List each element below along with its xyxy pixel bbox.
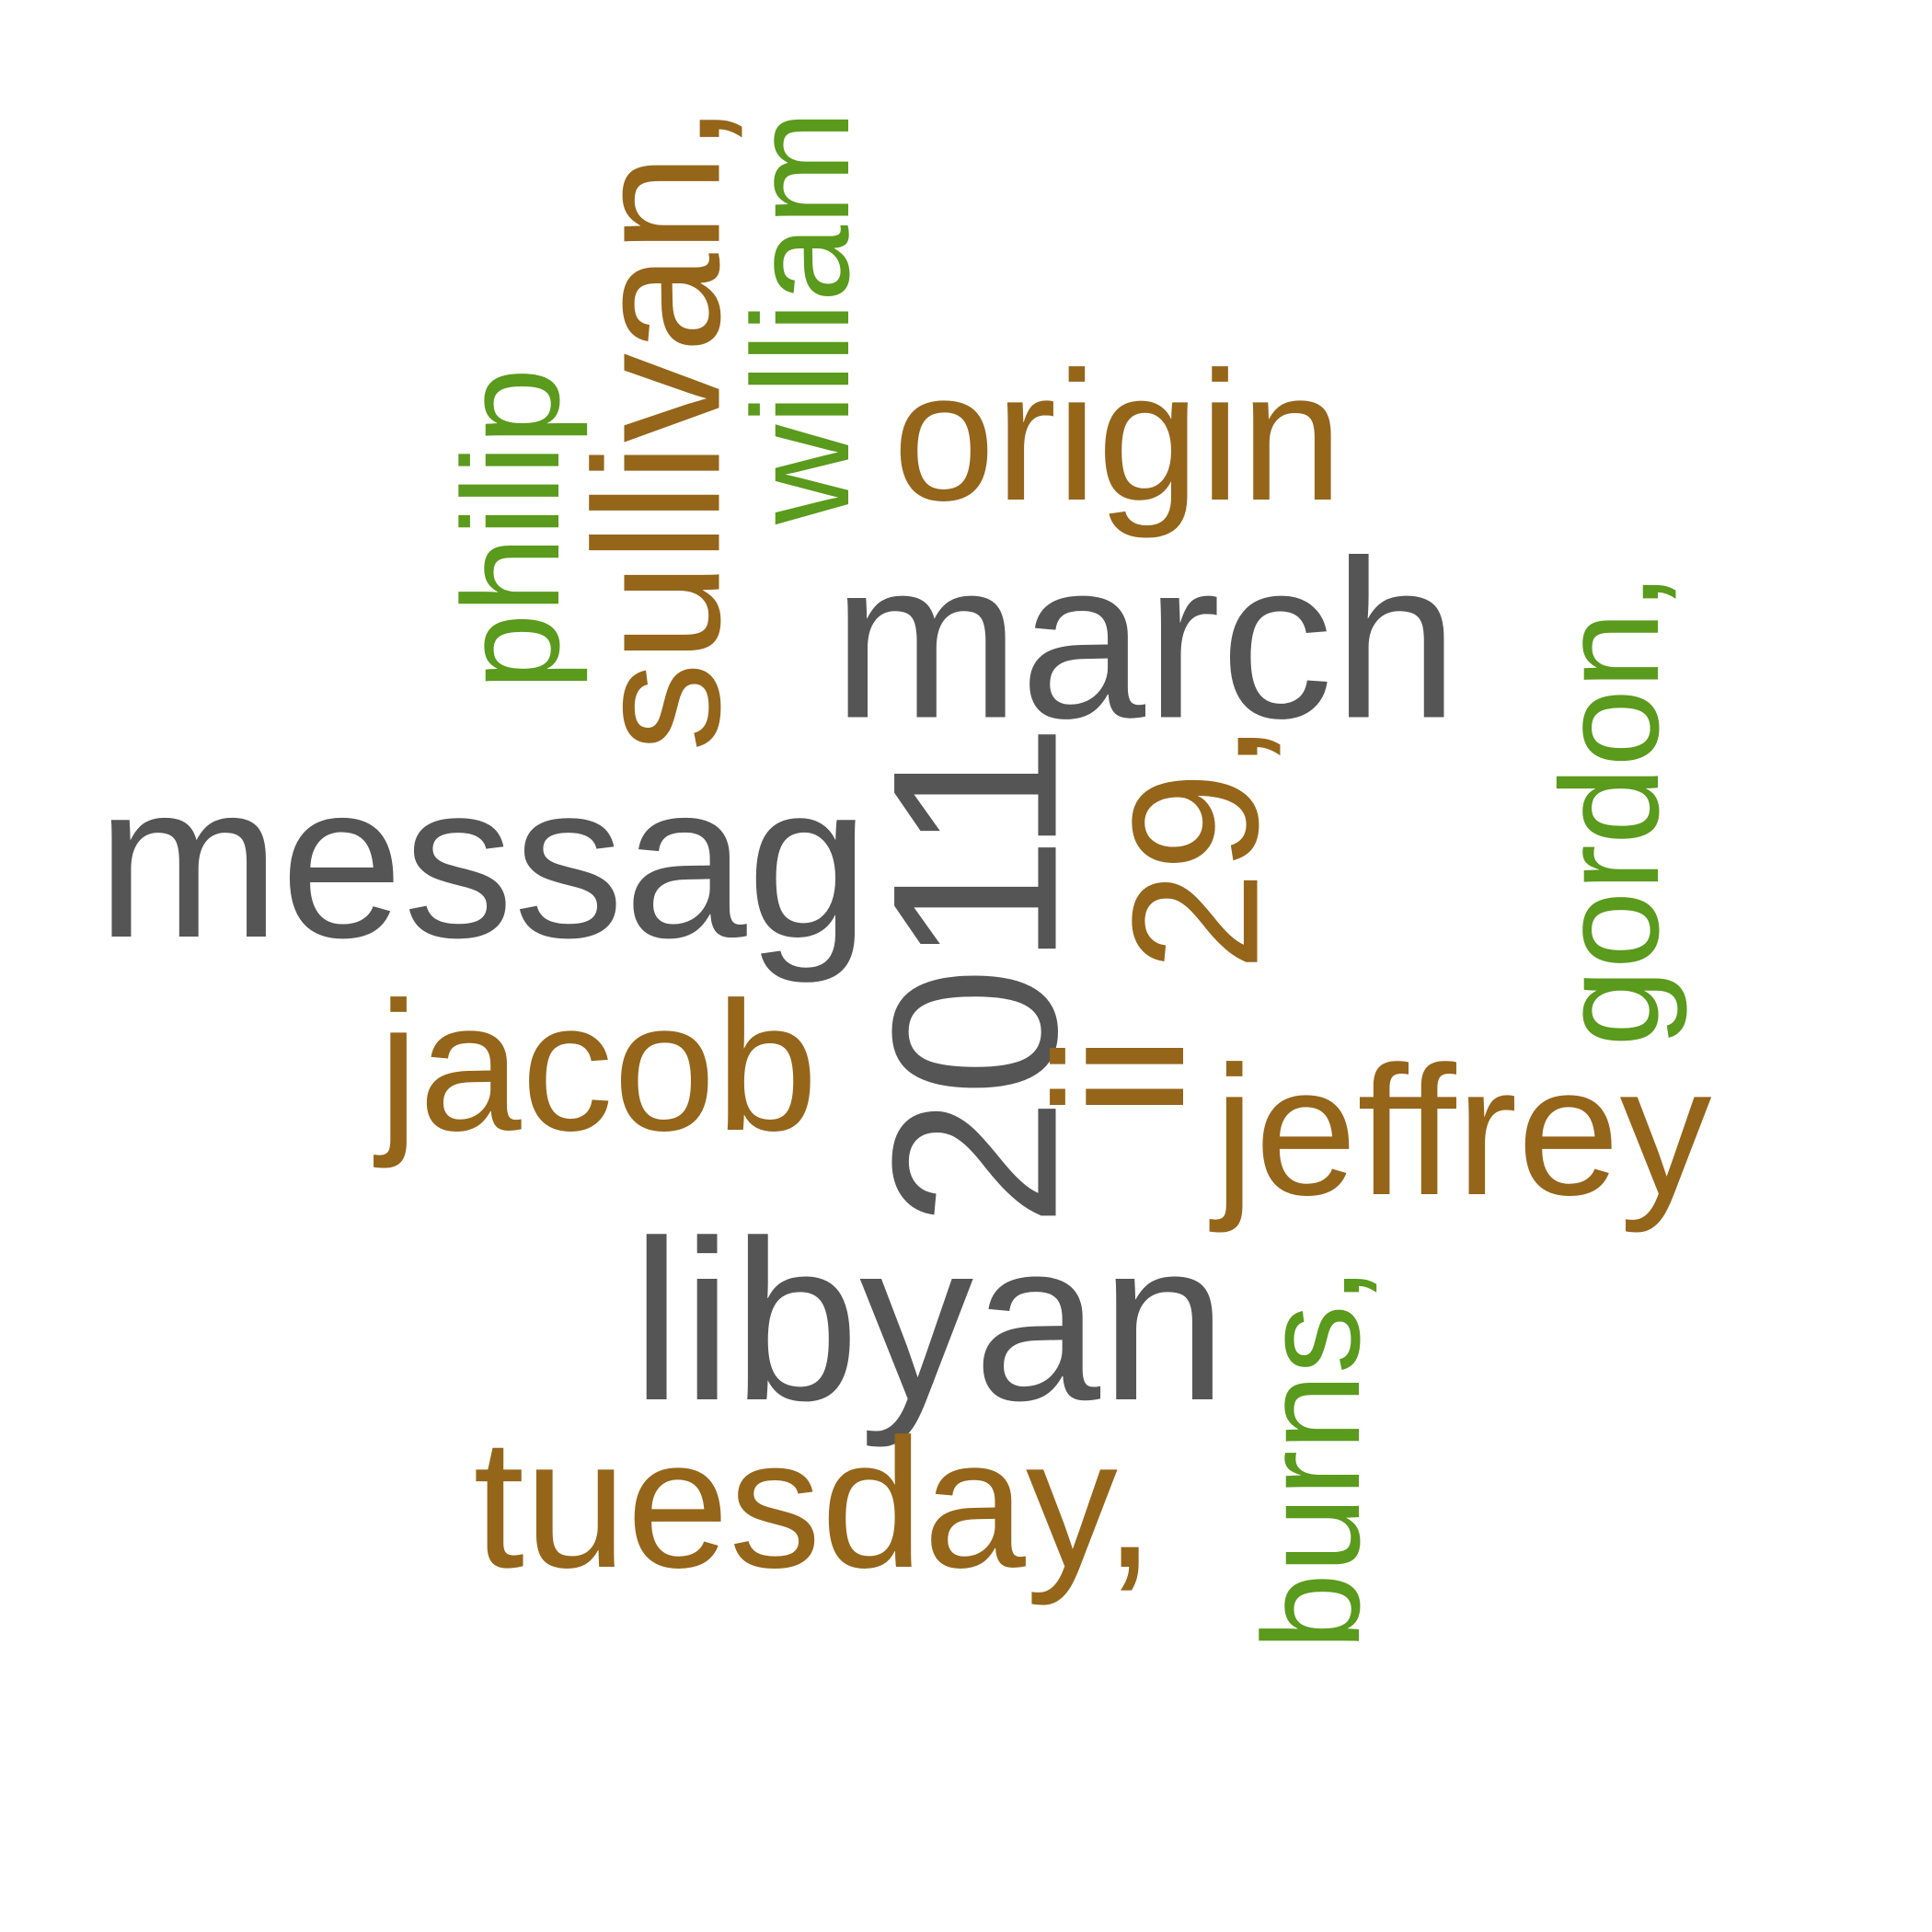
- word-messag: messag: [96, 737, 870, 983]
- word-2011: 2011: [844, 722, 1107, 1228]
- word-march: march: [832, 512, 1459, 765]
- word-gordon: gordon,: [1532, 572, 1688, 1047]
- word-burns: burns,: [1234, 1266, 1388, 1650]
- word-libyan: libyan: [631, 1192, 1227, 1448]
- word-jeffrey: jeffrey: [1213, 1029, 1712, 1234]
- word-ii: ii: [1018, 1035, 1223, 1118]
- word-philip: philip: [433, 367, 588, 691]
- word-jacob: jacob: [377, 964, 819, 1169]
- word-tuesday: tuesday,: [473, 1401, 1156, 1606]
- word-william: william: [723, 110, 878, 524]
- word-sullivan: sullivan,: [557, 103, 758, 753]
- word-29: 29,: [1095, 721, 1296, 972]
- word-origin: origin: [892, 334, 1343, 539]
